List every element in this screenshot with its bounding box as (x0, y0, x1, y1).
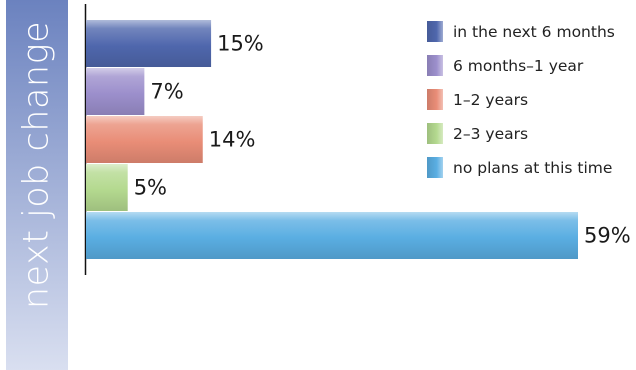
value-label-4: 5% (134, 176, 167, 200)
value-label-1: 15% (217, 32, 264, 56)
legend-swatch-5 (427, 157, 443, 178)
bar-group (86, 20, 578, 259)
bar-1 (86, 20, 212, 67)
legend-label-5: no plans at this time (453, 159, 612, 177)
axis-title-panel: next job change (6, 0, 68, 370)
legend-label-3: 1–2 years (453, 91, 528, 109)
value-label-group: 15% 7% 14% 5% 59% (134, 32, 631, 248)
legend-swatch-1 (427, 21, 443, 42)
legend-swatch-4 (427, 123, 443, 144)
bar-5 (86, 212, 578, 259)
bar-2 (86, 68, 145, 115)
value-label-3: 14% (209, 128, 256, 152)
bar-4 (86, 164, 128, 211)
value-label-2: 7% (150, 80, 183, 104)
legend-swatch-3 (427, 89, 443, 110)
bar-3 (86, 116, 203, 163)
legend: in the next 6 months 6 months–1 year 1–2 y… (427, 21, 615, 178)
axis-title-background (6, 0, 68, 370)
legend-label-4: 2–3 years (453, 125, 528, 143)
legend-swatch-2 (427, 55, 443, 76)
legend-label-1: in the next 6 months (453, 23, 615, 41)
legend-label-2: 6 months–1 year (453, 57, 584, 75)
value-label-5: 59% (584, 224, 631, 248)
